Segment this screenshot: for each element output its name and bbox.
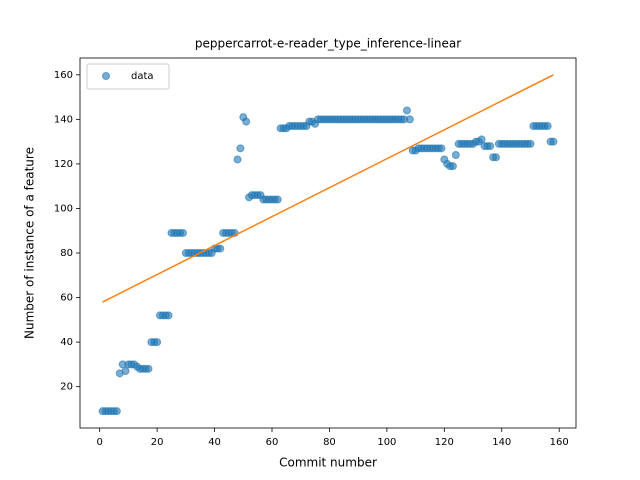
data-point: [233, 155, 242, 164]
legend-label: data: [131, 71, 154, 82]
x-tick-label: 140: [492, 437, 511, 448]
data-point: [153, 338, 162, 347]
data-point: [164, 311, 173, 320]
data-point: [437, 144, 446, 153]
y-tick-label: 40: [60, 337, 73, 348]
data-point: [549, 137, 558, 146]
data-point: [402, 106, 411, 115]
plot-frame: [79, 57, 577, 429]
x-tick-label: 60: [266, 437, 279, 448]
x-tick-label: 80: [323, 437, 336, 448]
data-point: [526, 139, 535, 148]
y-tick-label: 140: [54, 114, 73, 125]
data-point: [451, 151, 460, 160]
data-point: [242, 117, 251, 126]
data-point: [236, 144, 245, 153]
chart-title: peppercarrot-e-reader_type_inference-lin…: [195, 37, 461, 51]
x-tick-label: 40: [208, 437, 221, 448]
data-point: [492, 153, 501, 162]
x-axis-label: Commit number: [279, 456, 377, 470]
data-point: [216, 244, 225, 253]
y-tick-label: 100: [54, 203, 73, 214]
data-point: [486, 142, 495, 151]
data-point: [178, 228, 187, 237]
data-point: [448, 162, 457, 171]
x-tick-label: 20: [151, 437, 164, 448]
y-tick-label: 60: [60, 293, 73, 304]
x-tick-label: 0: [96, 437, 102, 448]
y-tick-label: 80: [60, 248, 73, 259]
y-tick-label: 120: [54, 159, 73, 170]
fit-line: [102, 74, 554, 303]
x-tick-label: 100: [377, 437, 396, 448]
data-point: [273, 195, 282, 204]
data-point: [405, 115, 414, 124]
x-tick-label: 160: [550, 437, 569, 448]
data-point: [477, 135, 486, 144]
y-tick-label: 20: [60, 382, 73, 393]
data-point: [543, 122, 552, 131]
legend-marker: [102, 72, 110, 80]
data-point: [112, 407, 121, 416]
data-point: [144, 364, 153, 373]
data-point: [121, 367, 130, 376]
x-tick-label: 120: [435, 437, 454, 448]
legend-box: [86, 63, 170, 90]
y-axis-label: Number of instance of a feature: [23, 147, 37, 339]
y-tick-label: 160: [54, 70, 73, 81]
